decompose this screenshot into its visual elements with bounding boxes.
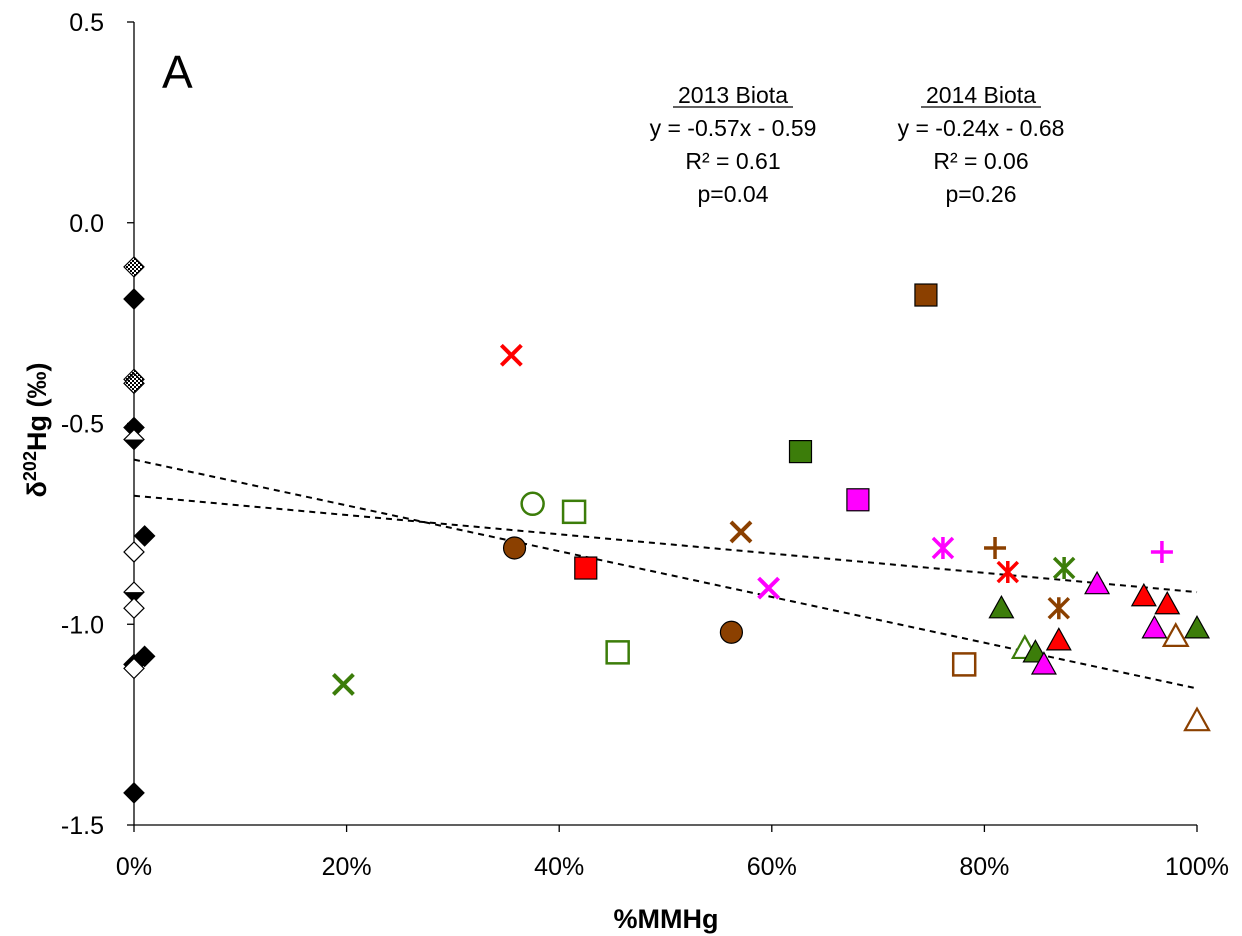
point-square	[574, 556, 598, 580]
point-circle	[502, 536, 527, 560]
y-axis-title-main: δ	[22, 481, 52, 497]
point-triangle	[1183, 706, 1211, 732]
y-tick-label: -1.5	[61, 812, 104, 840]
point-diamond	[123, 541, 145, 563]
point-diamond-body	[123, 657, 145, 680]
point-triangle	[1045, 627, 1072, 651]
point-triangle	[1084, 570, 1111, 595]
point-diamond-body	[123, 256, 145, 278]
panel-label: A	[162, 46, 193, 98]
point-triangle	[1161, 622, 1190, 647]
point-square	[788, 440, 813, 464]
point-diamond	[123, 597, 145, 620]
annotation-2013-p: p=0.04	[698, 181, 769, 207]
y-tick-label: -0.5	[61, 411, 104, 439]
point-diamond-body	[123, 372, 145, 395]
data-points	[123, 256, 1211, 804]
point-circle	[520, 491, 545, 517]
y-tick-label: 0.0	[69, 210, 104, 238]
point-diamond	[123, 256, 145, 278]
point-star	[1047, 596, 1071, 620]
point-x	[757, 576, 781, 600]
point-circle	[719, 620, 744, 644]
point-triangle	[988, 594, 1015, 619]
point-square	[951, 652, 977, 677]
annotation-2014-r2: R² = 0.06	[933, 148, 1028, 174]
y-axis-title-sup: 202	[20, 451, 40, 481]
point-square	[605, 640, 630, 665]
x-tick-label: 0%	[116, 853, 152, 881]
annotation-2014-p: p=0.26	[946, 181, 1017, 207]
trendline	[133, 494, 1198, 594]
point-diamond-body	[123, 782, 145, 804]
point-diamond	[123, 782, 145, 804]
x-axis-title: %MMHg	[614, 904, 719, 934]
point-diamond	[123, 657, 145, 680]
annotation-2013-r2: R² = 0.61	[685, 148, 780, 174]
annotation-2014-heading: 2014 Biota	[926, 82, 1036, 108]
point-diamond-half	[124, 592, 144, 603]
point-diamond-half	[124, 439, 144, 450]
x-tick-label: 40%	[534, 853, 584, 881]
point-star	[931, 536, 955, 560]
point-star	[1052, 556, 1076, 580]
point-diamond-body	[123, 597, 145, 620]
y-axis-title: δ202Hg (‰)	[20, 363, 52, 498]
y-axis-title-rest: Hg (‰)	[22, 363, 52, 451]
point-x	[499, 343, 523, 367]
annotation-2013-heading: 2013 Biota	[678, 82, 788, 108]
point-triangle	[1154, 590, 1181, 615]
x-tick-label: 100%	[1165, 853, 1229, 881]
point-diamond	[123, 288, 145, 310]
point-x	[729, 520, 753, 544]
y-tick-label: 0.5	[69, 9, 104, 37]
point-diamond	[133, 525, 156, 547]
point-triangle	[1141, 615, 1168, 639]
point-triangle	[1030, 651, 1057, 675]
point-diamond-body	[133, 525, 156, 547]
x-tick-label: 80%	[959, 853, 1009, 881]
point-diamond	[123, 372, 145, 395]
point-plus	[1150, 540, 1173, 563]
point-triangle	[1183, 615, 1211, 639]
point-square	[561, 499, 587, 525]
point-x	[331, 673, 355, 696]
axes: 0.5 0.0 -0.5 -1.0 -1.5 0% 20% 40% 60% 80% 100%	[61, 9, 1229, 881]
point-plus	[984, 536, 1007, 559]
x-tick-label: 60%	[747, 853, 797, 881]
point-triangle	[1130, 582, 1157, 607]
labels: A %MMHg δ202Hg (‰) 2013 Biota y = -0.57x…	[20, 46, 1064, 934]
annotation-2014-equation: y = -0.24x - 0.68	[898, 115, 1065, 141]
point-diamond-body	[123, 541, 145, 563]
point-square	[846, 488, 870, 512]
point-diamond	[123, 428, 145, 451]
y-tick-label: -1.0	[61, 611, 104, 639]
point-square	[914, 283, 938, 307]
point-star	[996, 560, 1020, 584]
x-tick-label: 20%	[322, 853, 372, 881]
annotation-2013-equation: y = -0.57x - 0.59	[650, 115, 817, 141]
point-diamond-body	[123, 288, 145, 310]
